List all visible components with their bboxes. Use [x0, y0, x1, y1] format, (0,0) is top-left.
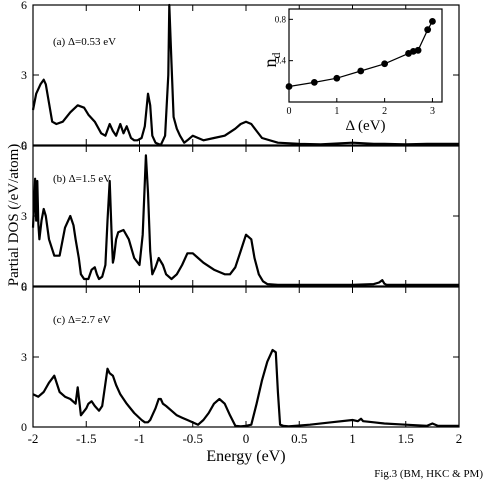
- x-tick-label: 1: [349, 431, 356, 446]
- inset-x-label: Δ (eV): [345, 118, 385, 134]
- inset-y-label: nd: [260, 53, 283, 68]
- inset-data-point: [285, 83, 293, 90]
- y-tick-label: 3: [21, 350, 27, 364]
- panel-annotation: (a) Δ=0.53 eV: [53, 36, 116, 48]
- panel-b: 0 3 6 (b) Δ=1.5 eV: [21, 139, 460, 293]
- figure-caption: Fig.3 (BM, HKC & PM): [374, 468, 483, 480]
- inset-x-tick-label: 3: [430, 106, 435, 117]
- x-tick-label: 0: [243, 431, 250, 446]
- y-tick-label: 3: [21, 209, 27, 223]
- inset-frame: [288, 8, 443, 103]
- inset-y-tick-label: 0.8: [275, 14, 287, 24]
- panels: 0 3 6 (a) Δ=0.53 eV 0 1 2 3 0.4 0.8 nd Δ (eV) 0 3 6 (b)…: [21, 0, 462, 446]
- dos-series-line: [31, 154, 459, 286]
- panel-annotation: (c) Δ=2.7 eV: [53, 314, 111, 326]
- inset-x-tick-label: 1: [334, 106, 339, 117]
- inset-series-line: [288, 21, 433, 88]
- panel-annotation: (b) Δ=1.5 eV: [53, 173, 111, 185]
- x-tick-label: 0.5: [291, 431, 307, 446]
- x-tick-label: -0.5: [182, 431, 203, 446]
- y-axis-label: Partial DOS (/eV/atom): [6, 144, 22, 286]
- y-tick-label: 6: [21, 0, 27, 12]
- x-tick-label: 1.5: [398, 431, 414, 446]
- inset-data-point: [381, 60, 389, 68]
- y-tick-label: 6: [21, 280, 27, 294]
- inset-chart: 0 1 2 3 0.4 0.8 nd Δ (eV): [260, 8, 443, 134]
- y-tick-label: 3: [21, 68, 27, 82]
- x-tick-label: -1: [134, 431, 145, 446]
- plot-frame: [32, 145, 460, 287]
- inset-data-point: [424, 26, 432, 34]
- inset-data-point: [333, 74, 341, 82]
- plot-frame: [32, 286, 460, 428]
- inset-y-tick-label: 0.4: [275, 56, 287, 66]
- inset-data-point: [429, 18, 436, 25]
- dos-series-line: [32, 348, 459, 428]
- x-tick-label: -1.5: [76, 431, 97, 446]
- y-tick-label: 0: [21, 138, 27, 152]
- inset-data-point: [357, 67, 365, 75]
- x-axis-label: Energy (eV): [206, 448, 285, 465]
- inset-x-tick-label: 2: [382, 106, 387, 117]
- dos-series-line: [31, 3, 459, 147]
- inset-data-point: [310, 78, 318, 86]
- panel-c: 0 3 6 -2 -1.5 -1 -0.5 0 0.5 1 1.5 2 (c) Δ=2.7 eV: [21, 280, 462, 446]
- y-tick-label: 6: [21, 139, 27, 153]
- inset-x-tick-label: 0: [287, 106, 292, 117]
- x-tick-label: 2: [456, 431, 463, 446]
- inset-data-point: [414, 46, 422, 54]
- x-tick-label: -2: [28, 431, 39, 446]
- y-tick-label: 0: [21, 279, 27, 293]
- panel-a: 0 3 6 (a) Δ=0.53 eV 0 1 2 3 0.4 0.8 nd Δ (eV): [21, 0, 460, 152]
- y-tick-label: 0: [21, 420, 27, 434]
